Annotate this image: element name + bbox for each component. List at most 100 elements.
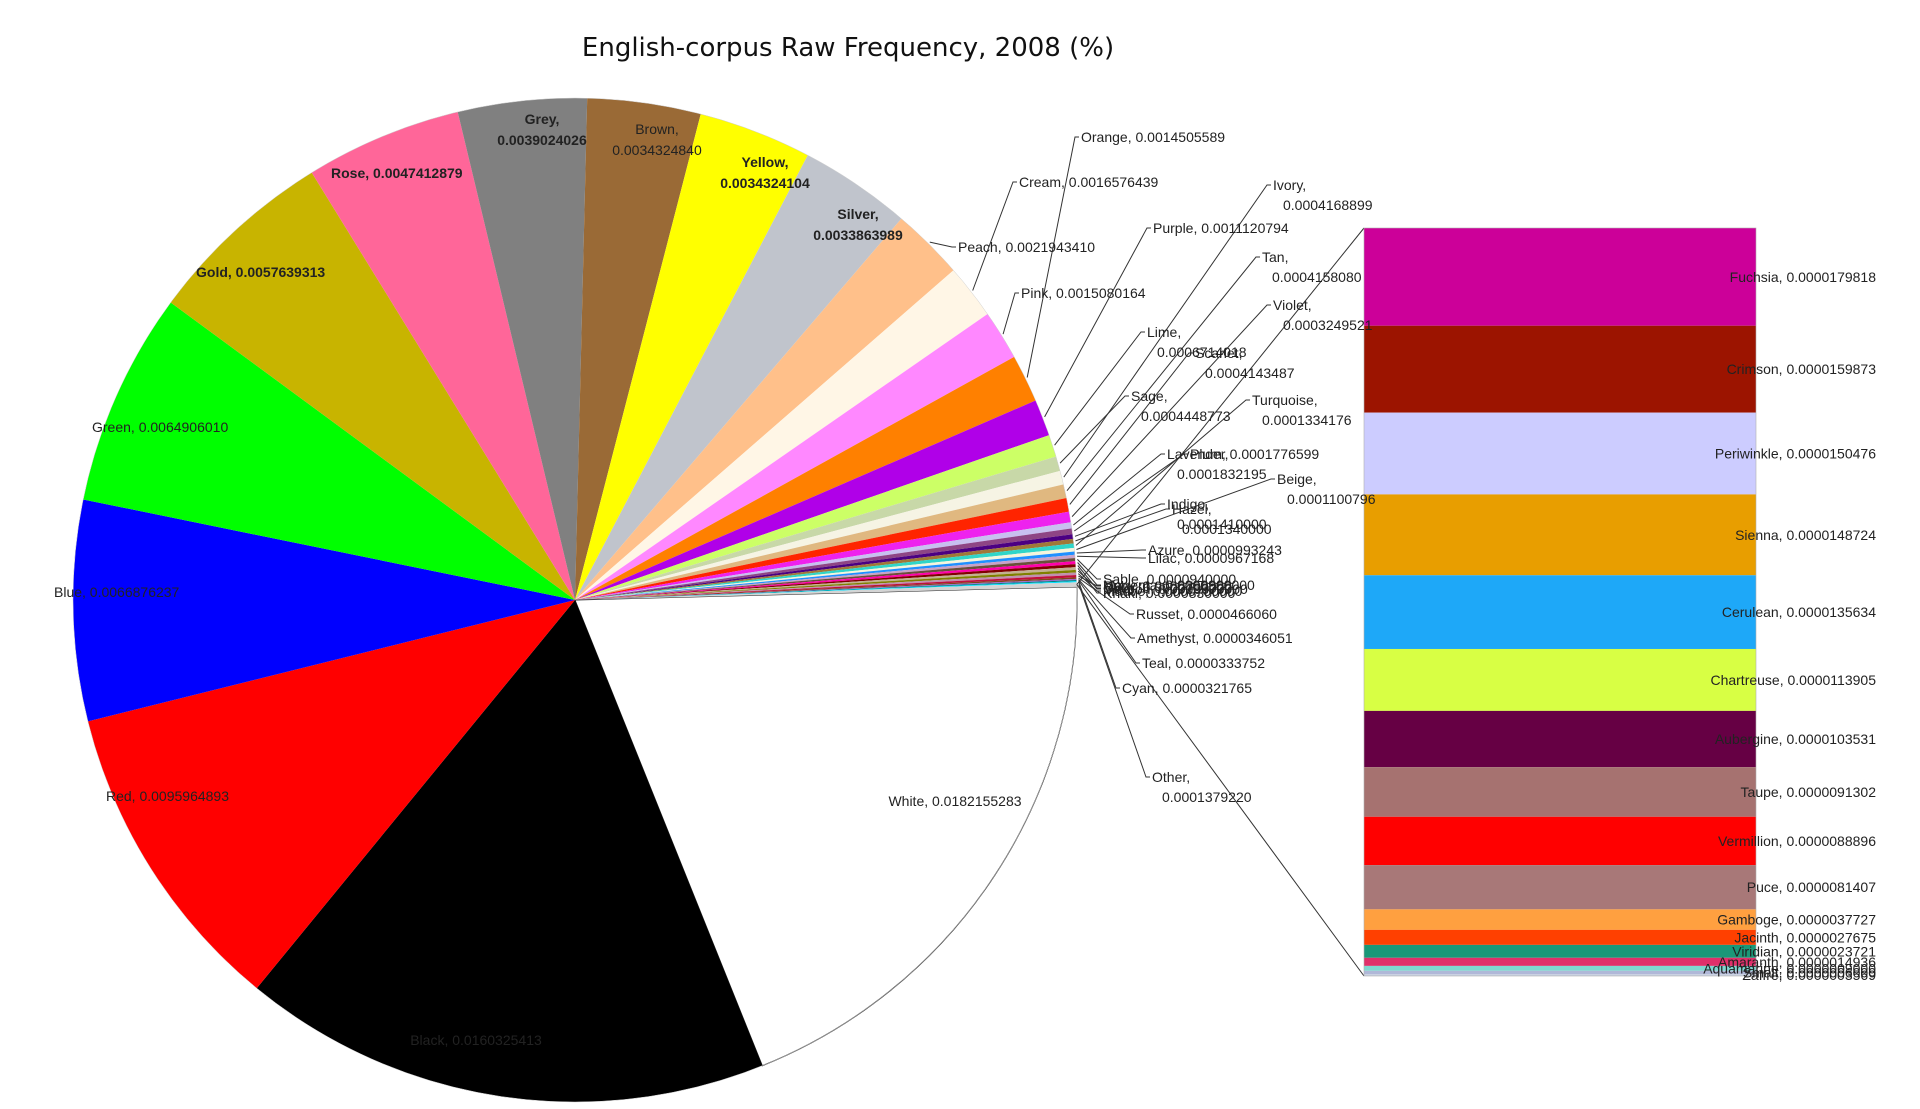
data-label-grey: Grey, [525, 111, 560, 127]
bar-segment-periwinkle [1364, 412, 1756, 495]
leader-line-olive [1077, 570, 1101, 589]
data-value-hazel: 0.0001340000 [1182, 521, 1272, 537]
data-label-crimson: Crimson, 0.0000159873 [1727, 361, 1877, 377]
chart-title: English-corpus Raw Frequency, 2008 (%) [582, 33, 1114, 63]
pie-slice-cyan [575, 581, 1077, 600]
pie-slice-sage [575, 456, 1061, 600]
data-label-indigo: Indigo, [1167, 496, 1209, 512]
leader-line-amethyst [1078, 579, 1135, 639]
data-label-viridian: Viridian, 0.0000023721 [1732, 943, 1876, 959]
data-label-cyan: Cyan, 0.0000321765 [1122, 680, 1252, 696]
leader-line-hazel [1075, 508, 1170, 542]
bar-segment-amaranth [1364, 957, 1756, 966]
bar-segment-vermillion [1364, 816, 1756, 866]
data-label-sable: Sable, 0.0000940000 [1103, 571, 1236, 587]
data-label-teal: Teal, 0.0000333752 [1142, 655, 1265, 671]
leader-line-ivory [1063, 184, 1271, 478]
data-label-zaffre: Zaffre, 0.0000003569 [1742, 967, 1876, 983]
pie-slice-ivory [575, 470, 1064, 600]
bar-outline [1363, 227, 1757, 977]
data-label-olive: Olive, 0.0000790000 [1103, 580, 1232, 596]
data-label-hazel: Hazel, [1172, 501, 1212, 517]
bar-segment-crimson [1364, 325, 1756, 413]
pie-slice-lilac [575, 554, 1076, 600]
data-value-beige: 0.0001100796 [1287, 491, 1376, 507]
connector-bottom [1076, 584, 1365, 977]
leader-line-peach [929, 241, 956, 248]
leader-line-pink [1002, 292, 1019, 335]
data-label-chartreuse: Chartreuse, 0.0000113905 [1710, 672, 1876, 688]
bar-segment-aquamarine [1364, 965, 1756, 971]
bar-segment-gamboge [1364, 909, 1756, 930]
data-label-sage: Sage, [1131, 388, 1168, 404]
data-label-violet: Violet, [1273, 297, 1312, 313]
data-value-lime: 0.0006714018 [1157, 344, 1247, 360]
data-label-puce: Puce, 0.0000081407 [1747, 879, 1876, 895]
data-label-smalt: Smalt, 0.0000006000 [1743, 964, 1876, 980]
pie-slice-yellow [575, 114, 808, 600]
data-label-periwinkle: Periwinkle, 0.0000150476 [1715, 446, 1876, 462]
pie-slice-tan [575, 484, 1067, 600]
pie-slice-olive [575, 569, 1077, 600]
data-label-vermillion: Vermillion, 0.0000088896 [1718, 833, 1876, 849]
bar-segment-taupe [1364, 767, 1756, 817]
leader-line-lavender [1073, 453, 1165, 526]
leader-line-scarlet [1069, 352, 1193, 505]
data-label-gold: Gold, 0.0057639313 [196, 264, 325, 280]
data-value-scarlet: 0.0004143487 [1205, 365, 1295, 381]
leader-lines [929, 136, 1275, 778]
data-label-fuchsia: Fuchsia, 0.0000179818 [1730, 269, 1877, 285]
data-label-sienna: Sienna, 0.0000148724 [1735, 527, 1876, 543]
pie-slice-azure [575, 551, 1075, 600]
data-label-white: White, 0.0182155283 [888, 793, 1021, 809]
pie-slice-ruby [575, 575, 1077, 600]
leader-line-turquoise [1075, 399, 1250, 546]
pie-slice-pink [575, 314, 1015, 600]
leader-line-cyan [1078, 581, 1120, 689]
data-value-turquoise: 0.0001334176 [1262, 412, 1352, 428]
data-value-tan: 0.0004158080 [1272, 269, 1362, 285]
data-label-maroon: Maroon, 0.0000870000 [1103, 581, 1248, 597]
leader-line-lilac [1077, 555, 1146, 559]
pie-slice-magenta [575, 561, 1076, 600]
data-label-lime: Lime, [1147, 324, 1181, 340]
pie-slice-rose [311, 111, 575, 601]
data-value-brown: 0.0034324840 [612, 142, 702, 158]
data-value-yellow: 0.0034324104 [720, 175, 810, 191]
leader-line-tan [1066, 256, 1260, 492]
data-label-other: Other, [1152, 769, 1190, 785]
data-label-ruby: Ruby, 0.0000700000 [1103, 578, 1232, 594]
data-label-red: Red, 0.0095964893 [106, 788, 229, 804]
pie-slice-sable [575, 558, 1076, 600]
data-value-lavender: 0.0001832195 [1177, 466, 1267, 482]
bar-segment-aubergine [1364, 710, 1756, 768]
bar-segment-chartreuse [1364, 648, 1756, 711]
data-label-blue: Blue, 0.0066876237 [54, 584, 180, 600]
pie-slice-lavender [575, 522, 1072, 600]
pie-slice-amethyst [575, 578, 1077, 600]
leader-line-indigo [1074, 503, 1165, 537]
data-label-khaki: Khaki, 0.0000830000 [1103, 585, 1236, 601]
bar-segment-smalt [1364, 970, 1756, 975]
leader-line-cream [972, 181, 1017, 291]
pie-slice-khaki [575, 567, 1077, 600]
data-value-sage: 0.0004448773 [1141, 408, 1231, 424]
data-label-brown: Brown, [635, 121, 679, 137]
data-label-aubergine: Aubergine, 0.0000103531 [1715, 731, 1876, 747]
pie-slice-blue [72, 499, 575, 722]
pie-slice-maroon [575, 564, 1076, 600]
leader-line-azure [1076, 549, 1146, 554]
pie-slice-other [575, 582, 1077, 600]
data-value-grey: 0.0039024026 [497, 132, 587, 148]
pie-slice-violet [575, 511, 1071, 600]
bar-segment-jacinth [1364, 929, 1756, 945]
leader-line-plum [1074, 453, 1188, 532]
bar-segment-puce [1364, 865, 1756, 910]
leader-line-purple [1044, 227, 1151, 418]
data-label-black: Black, 0.0160325413 [410, 1032, 542, 1048]
data-label-aquamarine: Aquamarine, 0.0000009000 [1703, 960, 1876, 976]
pie-slice-plum [575, 528, 1073, 600]
leader-line-maroon [1077, 565, 1101, 590]
leader-line-teal [1078, 580, 1140, 664]
